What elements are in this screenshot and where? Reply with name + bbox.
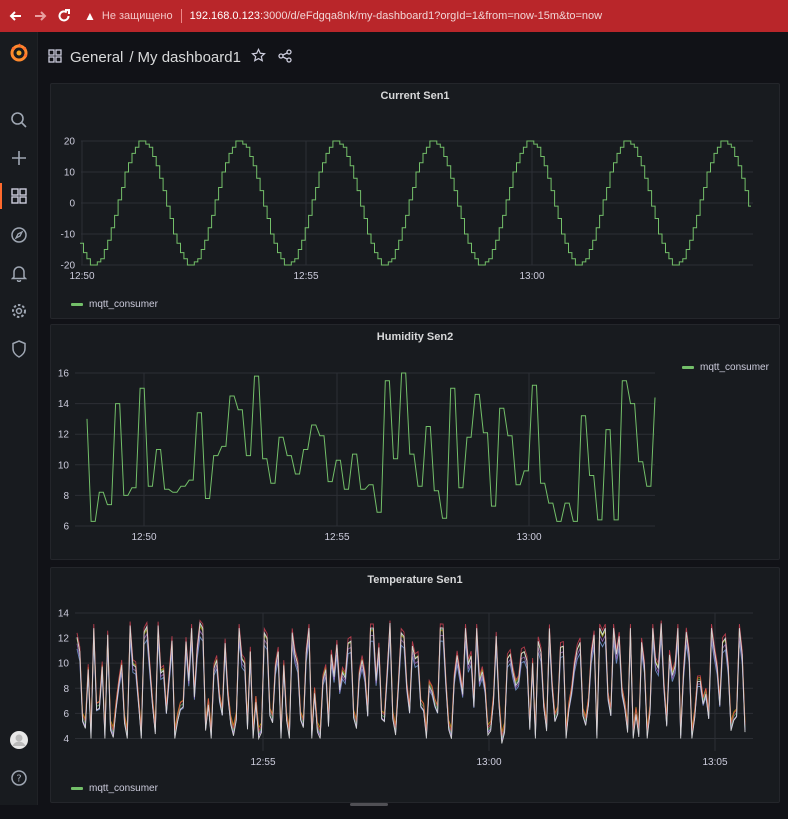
share-icon[interactable]: [278, 48, 292, 66]
x-tick-label: 12:50: [131, 532, 156, 543]
legend-item[interactable]: mqtt_consumer: [71, 783, 158, 794]
x-tick-label: 13:00: [476, 757, 501, 768]
scrollbar-handle[interactable]: [350, 803, 388, 806]
back-button[interactable]: [4, 4, 28, 28]
x-tick-label: 13:00: [519, 271, 544, 282]
x-tick-label: 13:00: [516, 532, 541, 543]
y-tick-label: 10: [58, 460, 70, 471]
legend-label: mqtt_consumer: [89, 783, 158, 794]
url-divider: [180, 9, 182, 23]
legend-label: mqtt_consumer: [89, 299, 158, 310]
y-tick-label: 12: [58, 430, 70, 441]
grafana-logo-icon[interactable]: [0, 38, 37, 68]
dashboards-icon[interactable]: [0, 181, 37, 211]
y-tick-label: 8: [63, 684, 69, 695]
plus-icon[interactable]: [0, 143, 37, 173]
y-tick-label: 16: [58, 369, 70, 380]
humidity-sen2-chart: 16 14 12 10 8 6 12:50 12:55 13:00: [58, 369, 656, 543]
y-tick-label: 6: [63, 522, 69, 533]
panel-current-sen1[interactable]: Current Sen1 20 10 0 -10 -20 12:50 12:55 13:00 …: [50, 83, 780, 319]
breadcrumb-separator: /: [129, 48, 134, 66]
panel-title[interactable]: Current Sen1: [380, 90, 450, 102]
sidebar: ?: [0, 32, 38, 819]
panel-title[interactable]: Humidity Sen2: [376, 331, 454, 343]
y-tick-label: 8: [63, 491, 69, 502]
series-line-mqtt-consumer: [86, 372, 656, 522]
legend-swatch: [71, 787, 83, 790]
forward-button[interactable]: [28, 4, 52, 28]
dashboard-grid-icon: [48, 48, 62, 66]
temperature-sen1-chart: 14 12 10 8 6 4 12:55 13:00 13:05: [58, 609, 753, 768]
y-tick-label: 20: [64, 137, 76, 148]
series-line-mqtt-consumer: [80, 140, 751, 266]
panel-temperature-sen1[interactable]: Temperature Sen1 14 12 10 8 6 4 12:55 13:00 13:0…: [50, 567, 780, 803]
y-tick-label: 10: [64, 168, 76, 179]
x-tick-label: 13:05: [702, 757, 727, 768]
star-icon[interactable]: [251, 47, 266, 66]
arrow-left-icon: [9, 11, 21, 21]
y-tick-label: 12: [58, 634, 70, 645]
x-tick-label: 12:50: [69, 271, 94, 282]
y-tick-label: 6: [63, 709, 69, 720]
y-tick-label: 14: [58, 609, 70, 620]
gear-icon[interactable]: [0, 296, 37, 326]
reload-button[interactable]: [52, 4, 76, 28]
y-tick-label: 10: [58, 659, 70, 670]
panel-title[interactable]: Temperature Sen1: [367, 574, 463, 586]
arrow-right-icon: [35, 11, 47, 21]
y-tick-label: 4: [63, 734, 69, 745]
svg-text:?: ?: [16, 774, 21, 785]
alert-bell-icon[interactable]: [0, 258, 37, 288]
shield-icon[interactable]: [0, 334, 37, 364]
legend-item[interactable]: mqtt_consumer: [682, 362, 769, 373]
dashboard-title[interactable]: My dashboard1: [137, 48, 241, 66]
x-tick-label: 12:55: [324, 532, 349, 543]
y-tick-label: 0: [69, 199, 75, 210]
panel-humidity-sen2[interactable]: Humidity Sen2 16 14 12 10 8 6 12:50 12:55 13:00 …: [50, 324, 780, 560]
bottom-strip: [0, 805, 788, 819]
warning-icon: ▲: [84, 9, 96, 23]
help-icon[interactable]: ?: [0, 763, 37, 793]
legend-label: mqtt_consumer: [700, 362, 769, 373]
url-path: :3000/d/eFdgqa8nk/my-dashboard1?orgId=1&…: [259, 10, 603, 22]
series-line-mqtt-consumer: [76, 621, 746, 744]
browser-toolbar: ▲ Не защищено 192.168.0.123:3000/d/eFdgq…: [0, 0, 788, 32]
dashboard-header: General / My dashboard1: [48, 44, 292, 70]
legend-swatch: [682, 366, 694, 369]
insecure-label: Не защищено: [101, 10, 173, 22]
url-host: 192.168.0.123: [189, 10, 260, 22]
y-tick-label: -10: [61, 230, 76, 241]
legend-item[interactable]: mqtt_consumer: [71, 299, 158, 310]
search-icon[interactable]: [0, 105, 37, 135]
explore-compass-icon[interactable]: [0, 220, 37, 250]
breadcrumb-folder[interactable]: General: [70, 48, 124, 66]
x-tick-label: 12:55: [250, 757, 275, 768]
address-bar[interactable]: ▲ Не защищено 192.168.0.123:3000/d/eFdgq…: [84, 4, 602, 28]
avatar[interactable]: [0, 725, 37, 755]
legend-swatch: [71, 303, 83, 306]
reload-icon: [58, 9, 70, 22]
y-tick-label: -20: [61, 261, 76, 272]
y-tick-label: 14: [58, 399, 70, 410]
x-tick-label: 12:55: [293, 271, 318, 282]
